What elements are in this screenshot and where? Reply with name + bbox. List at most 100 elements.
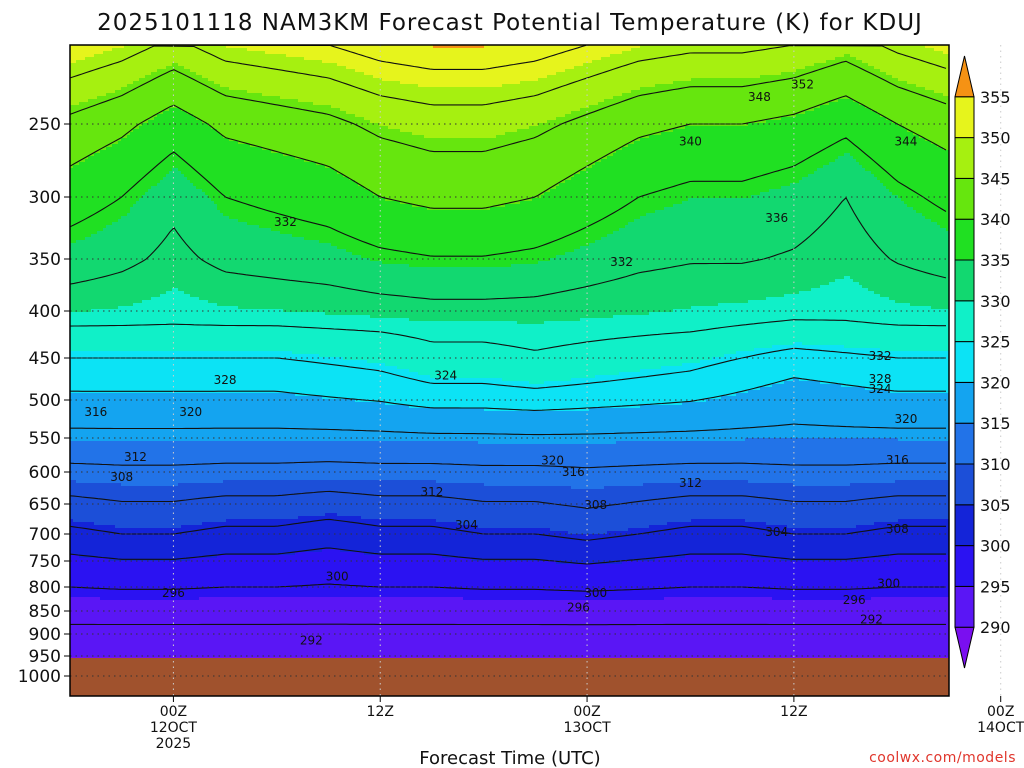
temperature-cell xyxy=(556,381,560,412)
temperature-cell xyxy=(292,312,296,355)
temperature-cell xyxy=(559,444,563,487)
temperature-cell xyxy=(184,111,188,178)
temperature-cell xyxy=(526,81,530,130)
temperature-cell xyxy=(445,210,449,268)
temperature-cell xyxy=(244,351,248,394)
temperature-cell xyxy=(250,309,254,352)
temperature-cell xyxy=(283,54,287,100)
temperature-cell xyxy=(454,597,458,658)
temperature-cell xyxy=(823,285,827,346)
temperature-cell xyxy=(766,483,770,526)
temperature-cell xyxy=(760,438,764,484)
temperature-cell xyxy=(487,321,491,379)
temperature-cell xyxy=(628,528,632,562)
temperature-cell xyxy=(871,291,875,349)
temperature-cell xyxy=(184,525,188,562)
temperature-cell xyxy=(349,441,353,481)
temperature-cell xyxy=(757,438,761,484)
temperature-cell xyxy=(544,78,548,124)
temperature-cell xyxy=(856,45,860,61)
temperature-cell xyxy=(592,600,596,658)
temperature-cell xyxy=(388,81,392,130)
temperature-cell xyxy=(607,318,611,376)
temperature-cell xyxy=(205,351,209,394)
temperature-cell xyxy=(496,207,500,268)
temperature-cell xyxy=(340,174,344,250)
temperature-cell xyxy=(526,129,530,202)
temperature-cell xyxy=(841,438,845,487)
temperature-cell xyxy=(145,561,149,601)
temperature-cell xyxy=(505,381,509,412)
temperature-cell xyxy=(559,411,563,445)
temperature-cell xyxy=(211,597,215,658)
temperature-cell xyxy=(319,105,323,166)
temperature-cell xyxy=(478,600,482,658)
temperature-cell xyxy=(88,393,92,442)
temperature-cell xyxy=(784,525,788,562)
temperature-cell xyxy=(286,597,290,658)
temperature-cell xyxy=(466,558,470,601)
temperature-cell xyxy=(637,561,641,601)
temperature-cell xyxy=(754,300,758,349)
temperature-cell xyxy=(694,126,698,199)
temperature-cell xyxy=(295,159,299,238)
temperature-cell xyxy=(589,45,593,64)
temperature-cell xyxy=(844,561,848,601)
temperature-cell xyxy=(913,480,917,520)
temperature-cell xyxy=(400,204,404,265)
temperature-cell xyxy=(739,45,743,79)
temperature-cell xyxy=(946,231,949,310)
temperature-cell xyxy=(775,384,779,439)
temperature-cell xyxy=(70,393,74,442)
temperature-cell xyxy=(808,345,812,382)
temperature-cell xyxy=(907,303,911,352)
y-tick-label: 300 xyxy=(29,188,61,208)
temperature-cell xyxy=(553,189,557,259)
temperature-cell xyxy=(454,210,458,268)
temperature-cell xyxy=(283,555,287,598)
temperature-cell xyxy=(706,45,710,79)
temperature-cell xyxy=(721,441,725,481)
temperature-cell xyxy=(517,528,521,562)
temperature-cell xyxy=(427,375,431,409)
temperature-cell xyxy=(604,564,608,601)
temperature-cell xyxy=(775,525,779,559)
temperature-cell xyxy=(448,321,452,379)
temperature-cell xyxy=(880,117,884,184)
temperature-cell xyxy=(778,189,782,298)
temperature-cell xyxy=(109,309,113,352)
temperature-cell xyxy=(613,486,617,532)
temperature-cell xyxy=(472,408,476,442)
temperature-cell xyxy=(511,486,515,529)
temperature-cell xyxy=(151,45,155,73)
temperature-cell xyxy=(832,561,836,601)
temperature-cell xyxy=(334,480,338,514)
temperature-cell xyxy=(571,378,575,412)
temperature-cell xyxy=(622,45,626,52)
temperature-cell xyxy=(607,444,611,487)
temperature-cell xyxy=(253,147,257,226)
temperature-cell xyxy=(670,441,674,484)
contour-label: 320 xyxy=(541,453,564,467)
temperature-cell xyxy=(430,555,434,598)
temperature-cell xyxy=(157,441,161,487)
temperature-cell xyxy=(178,528,182,562)
temperature-cell xyxy=(934,480,938,520)
temperature-cell xyxy=(178,66,182,109)
temperature-cell xyxy=(169,441,173,487)
temperature-cell xyxy=(727,303,731,355)
temperature-cell xyxy=(328,480,332,514)
temperature-cell xyxy=(604,57,608,100)
temperature-cell xyxy=(529,81,533,127)
temperature-cell xyxy=(538,411,542,445)
x-tick-label: 13OCT xyxy=(563,720,611,736)
temperature-cell xyxy=(433,408,437,442)
colorbar-label: 305 xyxy=(980,496,1011,515)
temperature-cell xyxy=(793,183,797,295)
credit-link[interactable]: coolwx.com/models xyxy=(869,750,1016,766)
temperature-cell xyxy=(238,144,242,223)
temperature-cell xyxy=(601,375,605,409)
temperature-cell xyxy=(73,393,77,442)
temperature-cell xyxy=(532,528,536,562)
temperature-cell xyxy=(682,309,686,364)
